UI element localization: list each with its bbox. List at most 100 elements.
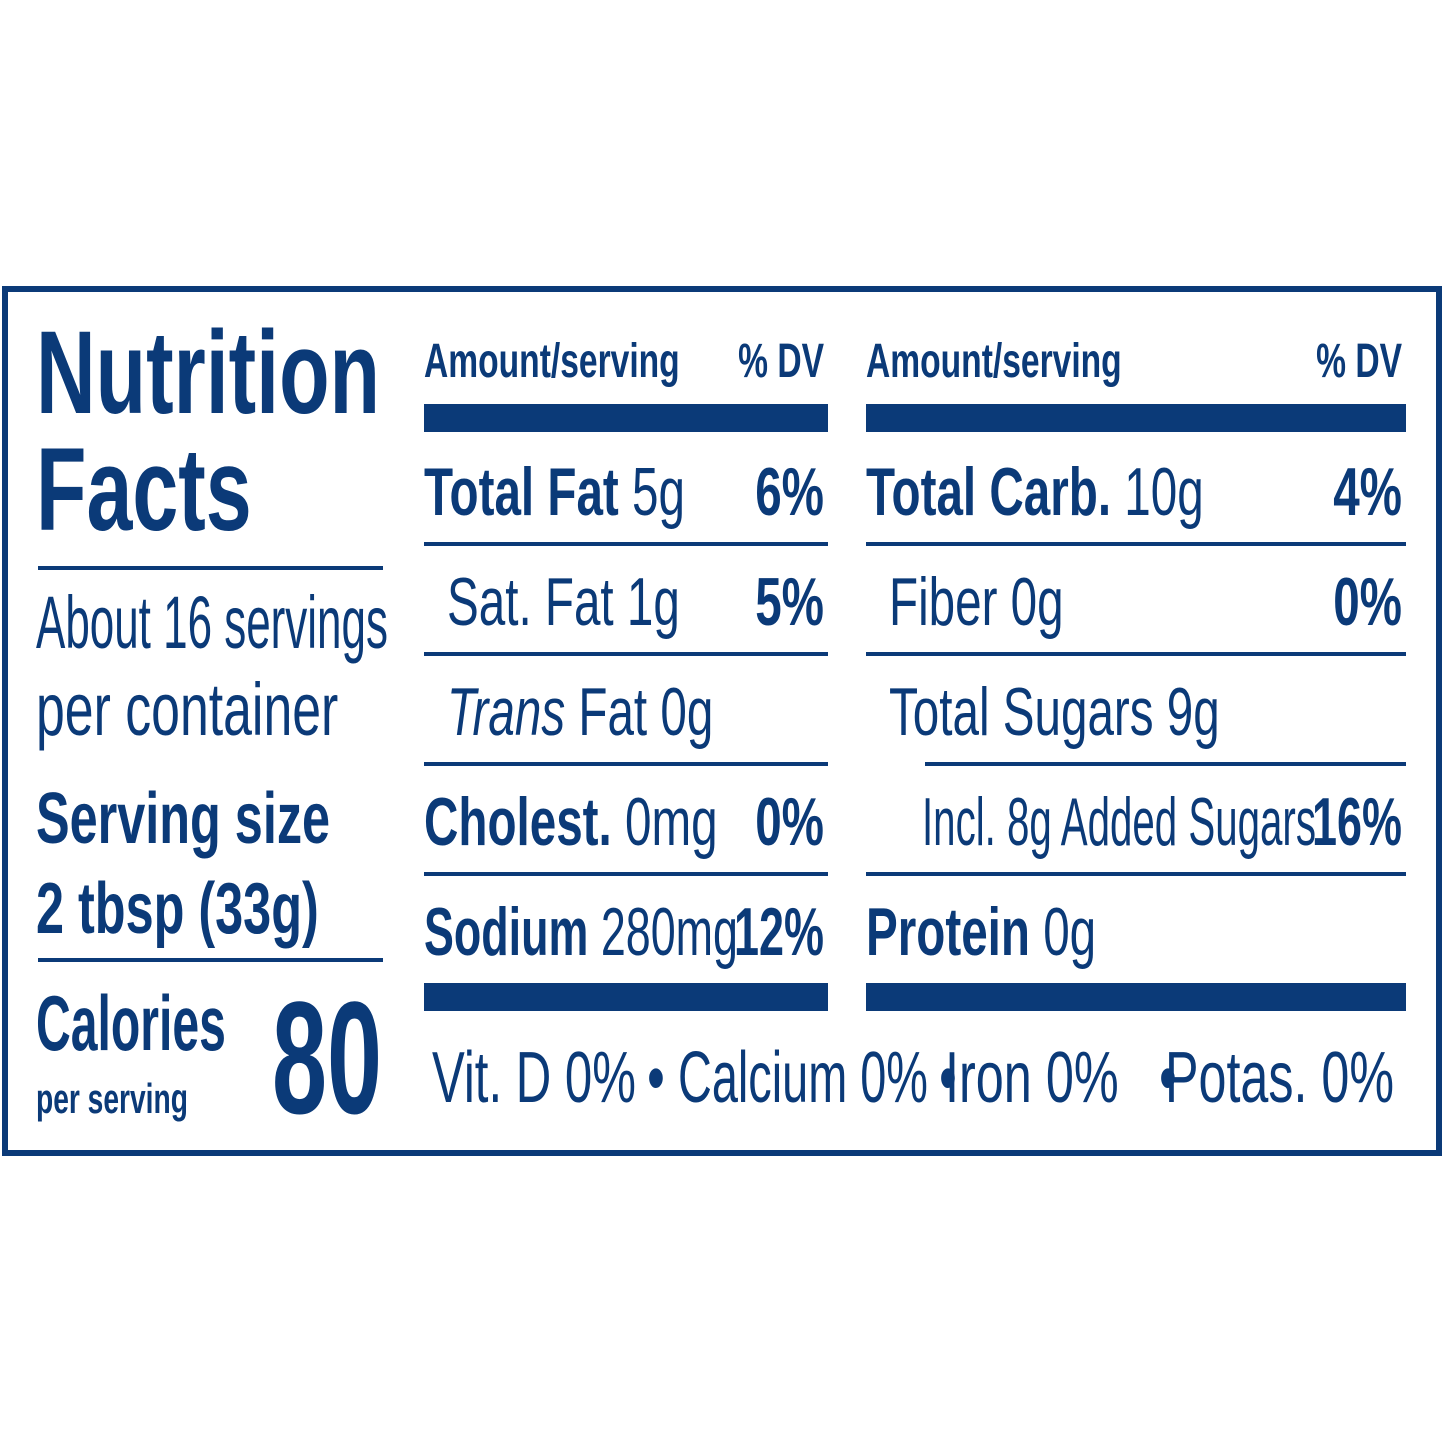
divider [38,566,383,570]
daily-value: 16% [1312,785,1402,860]
text-span: 10g [1124,455,1203,530]
nutrient-group: Protein 0g [866,895,1096,970]
nutrient: Total Fat 5g [424,455,685,530]
daily-value-group: 4% [1333,455,1402,530]
title: Nutrition [36,306,380,438]
divider [424,404,828,432]
text-span: Sodium [424,895,588,971]
footer-item: Iron 0% [945,1038,1119,1118]
title-group: Facts [36,423,252,555]
divider [424,542,828,546]
text-span: Fat [578,675,647,750]
text-span: per container [36,668,338,751]
text-span: 0g [1011,565,1064,640]
column-header: Amount/serving [424,333,680,387]
divider [866,652,1406,656]
divider [866,983,1406,1011]
divider [925,762,1406,766]
daily-value: 6% [755,455,824,530]
footer-item-group: Calcium 0% [678,1037,928,1118]
text-span: • [939,1038,957,1118]
text-span: Nutrition [36,306,380,438]
text-span: % DV [1316,333,1402,387]
serving-size-label: Serving size [36,779,330,859]
divider [424,983,828,1011]
footer-separator-group: • [647,1038,665,1118]
text-span: 2 tbsp (33g) [36,869,319,949]
text-span: 9g [1167,675,1220,750]
text-span: Fiber [889,565,997,640]
nutrient-group: Total Carb. 10g [866,455,1204,530]
text-span: per serving [36,1075,188,1122]
text-span: 80 [272,970,382,1148]
text-span: Facts [36,423,252,555]
column-header-group: Amount/serving [866,333,1122,387]
nutrient-group: Sodium 280mg [424,895,738,971]
serving-size-label-group: Serving size [36,779,330,859]
nutrient-group: Fiber 0g [889,565,1064,640]
text-span: 280mg [601,895,738,971]
nutrient: Total Sugars 9g [889,675,1220,750]
text-span: 0% [1333,565,1402,640]
daily-value: 0% [755,785,824,860]
divider [866,872,1406,876]
text-span: Cholest. [424,785,612,860]
footer-item-group: Potas. 0% [1165,1038,1394,1118]
serving-size-value-group: 2 tbsp (33g) [36,869,319,949]
text-span: 16% [1312,785,1402,860]
text-span: Total Fat [424,455,619,530]
divider [38,958,383,962]
text-span: 5% [755,565,824,640]
calories-value: 80 [272,970,382,1148]
footer-item-group: Iron 0% [945,1038,1119,1118]
footer-item: Calcium 0% [678,1037,928,1118]
text-span: 0mg [625,785,718,860]
divider [424,652,828,656]
column-header: Amount/serving [866,333,1122,387]
daily-value-group: 0% [1333,565,1402,640]
daily-value: 5% [755,565,824,640]
nutrient-group: Total Fat 5g [424,455,685,530]
daily-value-group: 16% [1312,785,1402,860]
servings-per-container-group: About 16 servings [36,581,388,664]
serving-size-value: 2 tbsp (33g) [36,869,319,949]
text-span: 6% [755,455,824,530]
text-span: About 16 servings [36,581,388,664]
nutrient-group: Incl. 8g Added Sugars [922,783,1316,860]
nutrient: Sodium 280mg [424,895,738,971]
text-span: Amount/serving [424,333,680,387]
daily-value: 4% [1333,455,1402,530]
servings-per-container-group: per container [36,668,338,751]
text-span: Trans [447,675,565,750]
column-header: % DV [738,333,824,387]
footer-item-group: Vit. D 0% [432,1038,636,1119]
footer-separator: • [1159,1038,1177,1118]
title-group: Nutrition [36,306,380,438]
daily-value-group: 12% [734,895,824,970]
text-span: 0g [1043,895,1096,970]
servings-per-container: About 16 servings [36,581,388,664]
nutrient-group: Sat. Fat 1g [447,565,680,640]
daily-value-group: 6% [755,455,824,530]
footer-item: Potas. 0% [1165,1038,1394,1118]
text-span: • [647,1038,665,1118]
text-span: Potas. 0% [1165,1038,1394,1118]
text-span: Total Carb. [866,455,1111,530]
text-span: 0g [660,675,713,750]
footer-separator: • [939,1038,957,1118]
divider [424,872,828,876]
title: Facts [36,423,252,555]
text-span: 1g [627,565,680,640]
nutrient: Incl. 8g Added Sugars [922,783,1316,860]
column-header-group: % DV [738,333,824,387]
calories-value-group: 80 [272,970,382,1148]
text-span: Amount/serving [866,333,1122,387]
text-span: Calcium 0% [678,1037,928,1118]
daily-value-group: 5% [755,565,824,640]
footer-item: Vit. D 0% [432,1038,636,1119]
text-span: Total Sugars [889,675,1154,750]
nutrient: Cholest. 0mg [424,785,718,860]
text-span: Calories [36,979,226,1067]
